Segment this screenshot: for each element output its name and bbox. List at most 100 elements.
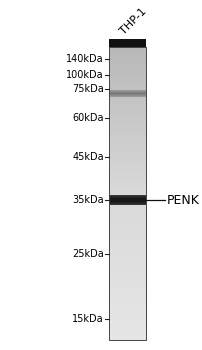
- Bar: [108, 83, 145, 84]
- Bar: [108, 197, 145, 198]
- Bar: [108, 287, 145, 288]
- Bar: [108, 252, 145, 253]
- Bar: [108, 281, 145, 282]
- Bar: [108, 256, 145, 257]
- Bar: [108, 194, 145, 195]
- Bar: [108, 124, 145, 125]
- Bar: [108, 68, 145, 69]
- Bar: [108, 175, 145, 176]
- Bar: [108, 166, 145, 167]
- Text: 140kDa: 140kDa: [66, 54, 103, 64]
- Bar: [108, 128, 145, 129]
- Bar: [108, 223, 145, 224]
- Bar: [108, 297, 145, 298]
- Bar: [108, 119, 145, 120]
- Bar: [108, 134, 145, 135]
- Bar: [108, 212, 145, 213]
- Bar: [108, 48, 145, 49]
- Bar: [108, 233, 145, 235]
- Bar: [108, 241, 145, 242]
- Bar: [108, 203, 145, 204]
- Bar: [108, 217, 145, 218]
- Bar: [108, 209, 145, 210]
- Bar: [108, 118, 145, 119]
- Bar: [108, 108, 145, 110]
- Bar: [108, 317, 145, 318]
- Bar: [108, 49, 145, 50]
- Bar: [108, 76, 145, 77]
- Bar: [108, 144, 145, 145]
- Bar: [108, 142, 145, 143]
- Bar: [108, 210, 145, 211]
- Bar: [108, 94, 145, 95]
- Bar: [108, 247, 145, 248]
- Bar: [108, 221, 145, 222]
- Bar: [108, 72, 145, 74]
- Bar: [108, 318, 145, 319]
- Bar: [108, 303, 145, 304]
- Bar: [108, 137, 145, 138]
- Bar: [108, 232, 145, 233]
- Bar: [108, 74, 145, 75]
- Bar: [108, 329, 145, 330]
- Bar: [108, 129, 145, 130]
- Bar: [108, 145, 145, 146]
- Bar: [108, 314, 145, 315]
- Bar: [108, 176, 145, 177]
- Bar: [108, 332, 145, 333]
- Bar: [108, 243, 145, 244]
- Bar: [108, 82, 145, 83]
- Bar: [108, 219, 145, 220]
- Bar: [108, 116, 145, 117]
- Bar: [108, 150, 145, 152]
- Bar: [108, 173, 145, 174]
- Bar: [108, 285, 145, 286]
- Bar: [108, 96, 145, 97]
- Bar: [108, 191, 145, 193]
- Bar: [108, 114, 145, 116]
- Bar: [108, 77, 145, 78]
- Bar: [108, 70, 145, 71]
- Bar: [108, 54, 145, 55]
- Bar: [108, 300, 145, 301]
- Bar: [108, 246, 145, 247]
- Bar: [108, 86, 145, 87]
- Bar: [108, 57, 145, 58]
- Bar: [108, 272, 145, 273]
- Bar: [108, 185, 145, 186]
- Bar: [108, 196, 145, 197]
- Bar: [108, 80, 145, 81]
- Bar: [108, 229, 145, 230]
- Bar: [108, 215, 145, 216]
- Bar: [108, 293, 145, 294]
- Bar: [108, 182, 145, 183]
- Bar: [108, 47, 145, 340]
- Bar: [108, 63, 145, 64]
- Bar: [108, 56, 145, 57]
- Bar: [108, 87, 145, 88]
- Bar: [108, 225, 145, 226]
- Bar: [108, 310, 145, 312]
- Bar: [108, 231, 145, 232]
- Bar: [108, 152, 145, 153]
- Bar: [108, 279, 145, 280]
- Bar: [108, 181, 145, 182]
- Bar: [108, 141, 145, 142]
- Bar: [108, 159, 145, 160]
- Bar: [108, 220, 145, 221]
- Bar: [108, 187, 145, 188]
- Bar: [108, 58, 145, 59]
- Bar: [108, 154, 145, 155]
- Bar: [108, 331, 145, 332]
- Bar: [108, 326, 145, 327]
- Bar: [108, 170, 145, 171]
- Bar: [108, 271, 145, 272]
- Bar: [108, 79, 145, 80]
- Bar: [108, 266, 145, 267]
- Bar: [108, 265, 145, 266]
- Bar: [108, 93, 145, 94]
- Bar: [108, 117, 145, 118]
- Bar: [108, 55, 145, 56]
- Bar: [108, 201, 145, 202]
- Bar: [108, 121, 145, 122]
